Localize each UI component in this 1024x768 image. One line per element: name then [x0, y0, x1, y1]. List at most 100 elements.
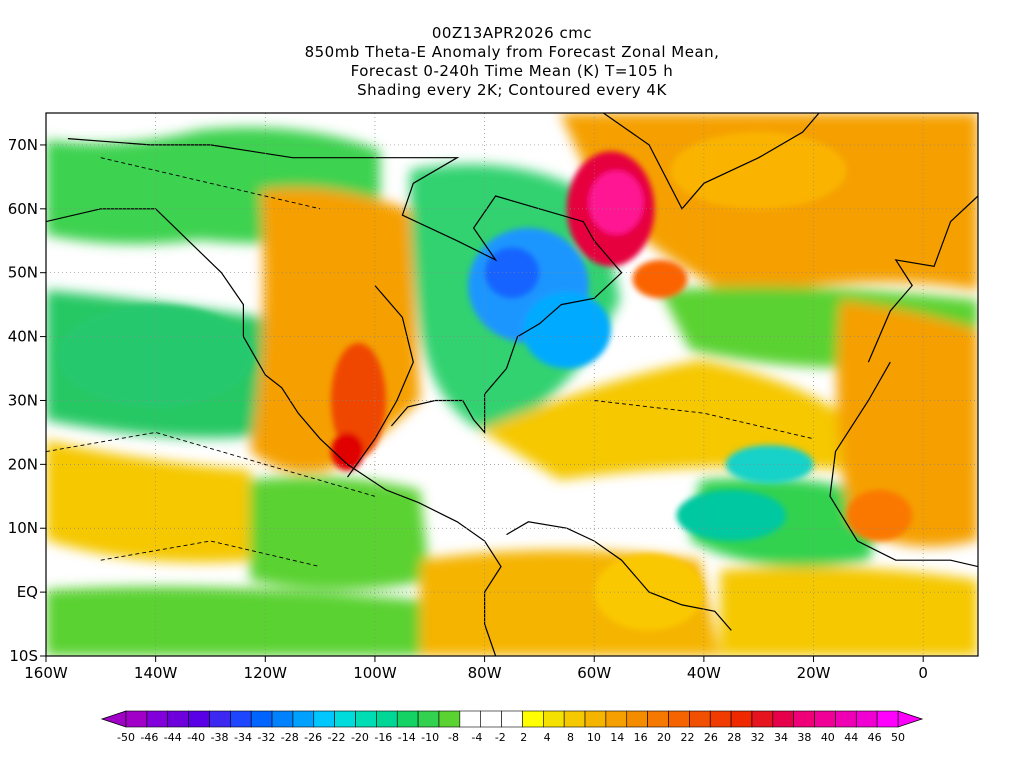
- colorbar-swatch: [396, 710, 419, 728]
- negative-contour: [594, 400, 814, 440]
- colorbar-swatch: [730, 710, 753, 728]
- colorbar-swatch: [542, 710, 565, 728]
- colorbar-swatch: [876, 710, 899, 728]
- colorbar-swatch: [167, 710, 189, 728]
- colorbar-label: 20: [657, 731, 671, 744]
- colorbar-swatch: [230, 710, 252, 728]
- x-tick-label: 160W: [24, 664, 68, 682]
- colorbar-label: 34: [774, 731, 788, 744]
- x-tick-label: 140W: [134, 664, 178, 682]
- y-tick-label: 10N: [8, 519, 38, 537]
- anomaly-blob: [670, 132, 847, 209]
- x-tick-label: 20W: [797, 664, 831, 682]
- colorbar-label: -22: [328, 731, 346, 744]
- colorbar-swatch: [209, 710, 231, 728]
- colorbar-label: 8: [567, 731, 574, 744]
- colorbar-swatch: [250, 710, 273, 728]
- colorbar-swatch: [292, 710, 315, 728]
- colorbar-label: 14: [610, 731, 624, 744]
- x-tick-label: 40W: [687, 664, 721, 682]
- coastlines: [46, 113, 978, 656]
- coastline: [829, 361, 978, 568]
- coastline: [67, 138, 623, 435]
- y-tick-label: 70N: [8, 136, 38, 154]
- x-tick-label: 60W: [577, 664, 611, 682]
- colorbar-label: 50: [891, 731, 905, 744]
- title-line-2: 850mb Theta-E Anomaly from Forecast Zona…: [304, 43, 720, 61]
- colorbar-swatch: [522, 710, 544, 728]
- anomaly-blob: [484, 247, 540, 299]
- colorbar-label: 32: [751, 731, 765, 744]
- colorbar-swatch: [459, 710, 482, 728]
- colorbar-swatch: [709, 710, 732, 728]
- colorbar-swatch: [271, 710, 294, 728]
- y-tick-label: 60N: [8, 200, 38, 218]
- plot-area: [46, 113, 978, 656]
- y-tick-label: 30N: [8, 391, 38, 409]
- colorbar-label: -28: [281, 731, 299, 744]
- anomaly-blob: [331, 432, 364, 471]
- colorbar-label: -46: [140, 731, 158, 744]
- colorbar-swatch: [668, 710, 690, 728]
- negative-contour: [100, 540, 321, 568]
- colorbar-swatch: [605, 710, 628, 728]
- anomaly-blob: [522, 291, 611, 369]
- colorbar-label: 26: [704, 731, 718, 744]
- colorbar-label: -2: [495, 731, 506, 744]
- coastline: [867, 195, 978, 363]
- anomaly-blob: [676, 489, 787, 542]
- colorbar-swatch: [689, 710, 711, 728]
- plot-frame: [45, 112, 979, 657]
- colorbar-swatch: [584, 710, 607, 728]
- colorbar-swatch: [334, 710, 356, 728]
- colorbar-label: -14: [398, 731, 416, 744]
- colorbar-swatch: [188, 710, 210, 728]
- colorbar-label: -32: [257, 731, 275, 744]
- colorbar-swatch: [376, 710, 398, 728]
- colorbar-swatch: [793, 710, 815, 728]
- colorbar-swatch: [438, 710, 461, 728]
- colorbar-swatch: [855, 710, 878, 728]
- colorbar-label: -20: [351, 731, 369, 744]
- gridlines: [46, 113, 978, 656]
- colorbar-label: 2: [520, 731, 527, 744]
- colorbar-label: -44: [164, 731, 182, 744]
- anomaly-blob: [632, 259, 688, 299]
- colorbar-swatch: [563, 710, 586, 728]
- anomaly-blob: [725, 445, 814, 484]
- colorbar-swatch: [814, 710, 836, 728]
- y-tick-label: 10S: [9, 647, 38, 665]
- title-line-4: Shading every 2K; Contoured every 4K: [357, 81, 667, 99]
- colorbar-swatch: [355, 710, 377, 728]
- colorbar-label: -38: [211, 731, 229, 744]
- y-tick-label: 40N: [8, 328, 38, 346]
- negative-contour: [100, 157, 321, 210]
- colorbar-swatch: [835, 710, 857, 728]
- colorbar-label: -16: [374, 731, 392, 744]
- colorbar: -50 -46 -44 -40 -38 -34 -32 -28 -26 -22 -20 -16 -14-…: [100, 710, 924, 744]
- colorbar-label: 44: [844, 731, 858, 744]
- colorbar-swatch: [751, 710, 774, 728]
- colorbar-label: -4: [471, 731, 482, 744]
- y-tick-label: 50N: [8, 264, 38, 282]
- dashed-contours: [46, 157, 814, 568]
- y-tick-label: EQ: [17, 583, 38, 601]
- colorbar-label: 4: [544, 731, 551, 744]
- x-tick-label: 80W: [468, 664, 502, 682]
- anomaly-blob: [588, 170, 644, 235]
- colorbar-label: -8: [448, 731, 459, 744]
- colorbar-swatch: [146, 710, 169, 728]
- colorbar-label: -40: [187, 731, 205, 744]
- colorbar-swatch: [626, 710, 648, 728]
- x-tick-label: 120W: [244, 664, 288, 682]
- colorbar-label: 10: [587, 731, 601, 744]
- x-tick-label: 0: [918, 664, 928, 682]
- y-tick-label: 20N: [8, 455, 38, 473]
- anomaly-blob: [56, 304, 255, 407]
- coastline: [602, 113, 820, 210]
- colorbar-label: 38: [797, 731, 811, 744]
- colorbar-label: 28: [727, 731, 741, 744]
- colorbar-label: 22: [680, 731, 694, 744]
- negative-contour: [46, 431, 376, 497]
